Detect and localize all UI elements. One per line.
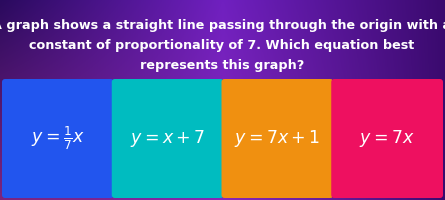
FancyBboxPatch shape	[222, 79, 333, 198]
Text: $y = \frac{1}{7}x$: $y = \frac{1}{7}x$	[31, 125, 85, 152]
Text: $y = 7x$: $y = 7x$	[360, 128, 415, 149]
FancyBboxPatch shape	[2, 79, 114, 198]
Text: $y = x + 7$: $y = x + 7$	[130, 128, 205, 149]
Text: A graph shows a straight line passing through the origin with a: A graph shows a straight line passing th…	[0, 19, 445, 31]
Text: constant of proportionality of 7. Which equation best: constant of proportionality of 7. Which …	[29, 38, 415, 51]
FancyBboxPatch shape	[112, 79, 223, 198]
Text: represents this graph?: represents this graph?	[140, 58, 304, 72]
Text: $y = 7x + 1$: $y = 7x + 1$	[235, 128, 320, 149]
FancyBboxPatch shape	[331, 79, 443, 198]
